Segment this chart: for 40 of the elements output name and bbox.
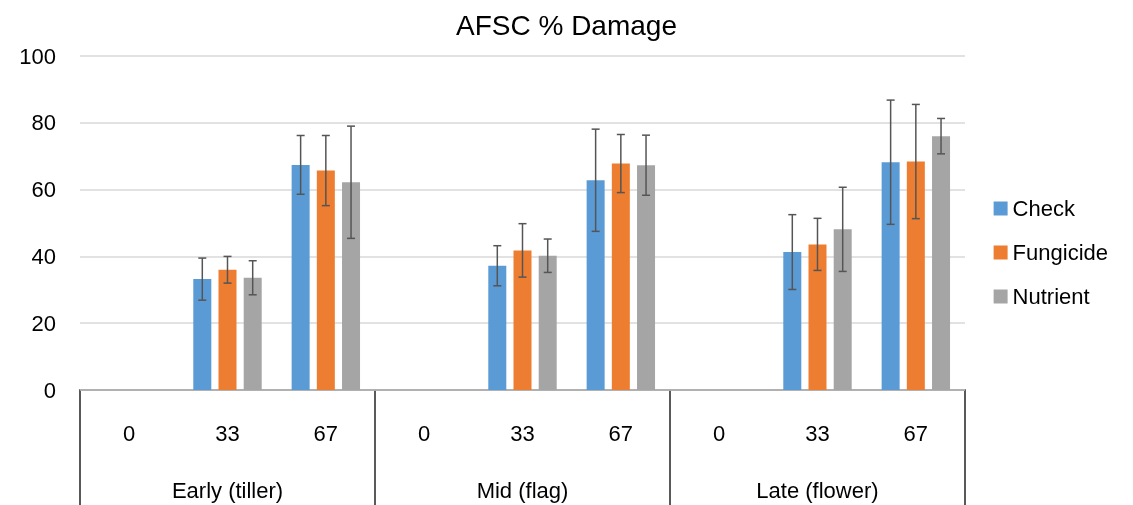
y-tick-label: 100 [19, 43, 56, 69]
bar [218, 269, 237, 390]
legend-label: Nutrient [1012, 284, 1090, 309]
bar [611, 163, 630, 390]
text: Mid (flag) [476, 477, 569, 503]
bar [193, 279, 212, 390]
bar [488, 265, 507, 390]
x-tick-label: 0 [418, 420, 431, 446]
bar [932, 136, 951, 390]
x-tick-label: 33 [510, 420, 535, 446]
bar [291, 164, 310, 390]
bar [808, 244, 827, 390]
bar [342, 182, 361, 390]
legend-label: Check [1012, 196, 1076, 221]
x-tick-label: 67 [903, 420, 929, 446]
x-tick-label: 67 [313, 420, 339, 446]
bar [538, 255, 557, 390]
bar [586, 180, 605, 390]
bar [316, 170, 335, 390]
bar [906, 161, 925, 390]
x-tick-label: 0 [713, 420, 726, 446]
legend-label: Fungicide [1012, 240, 1108, 265]
x-tick-label: 67 [608, 420, 634, 446]
y-tick-label: 80 [31, 110, 56, 136]
bar [833, 229, 852, 390]
chart-title: AFSC % Damage [456, 9, 677, 41]
x-tick-label: 33 [215, 420, 240, 446]
y-tick-label: 20 [31, 310, 56, 336]
y-tick-label: 40 [31, 243, 56, 269]
bar [881, 162, 900, 390]
y-tick-label: 60 [31, 177, 56, 203]
x-tick-label: 33 [805, 420, 830, 446]
bar [243, 277, 262, 390]
bar [637, 165, 656, 390]
bar [513, 250, 532, 390]
y-tick-label: 0 [43, 377, 56, 403]
x-tick-label: 0 [123, 420, 136, 446]
text: Early (tiller) [171, 477, 284, 503]
bar [783, 252, 802, 390]
text: Late (flower) [756, 477, 879, 503]
